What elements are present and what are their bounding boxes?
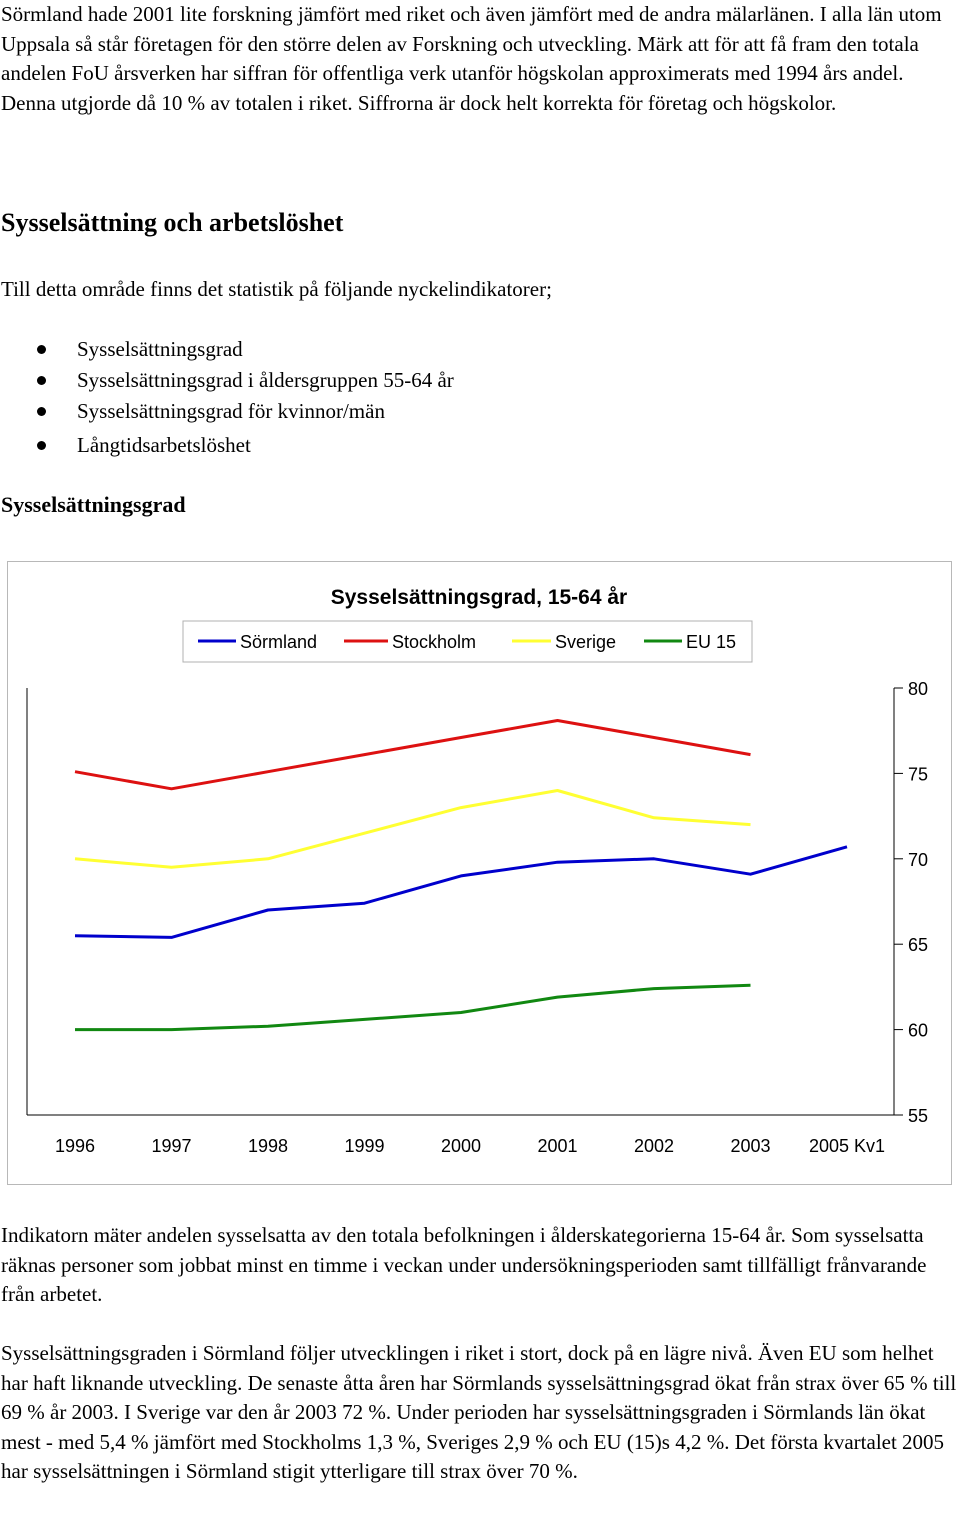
y-tick-label: 55 bbox=[908, 1106, 928, 1126]
x-tick-label: 2003 bbox=[730, 1136, 770, 1156]
closing-paragraph-2: Sysselsättningsgraden i Sörmland följer … bbox=[1, 1341, 957, 1483]
legend-label: Sverige bbox=[555, 632, 616, 652]
series-line-stockholm bbox=[74, 719, 751, 791]
indicator-item: Sysselsättningsgrad bbox=[0, 334, 900, 365]
y-tick-label: 70 bbox=[908, 850, 928, 870]
bullet-icon bbox=[37, 376, 46, 385]
y-tick-label: 75 bbox=[908, 764, 928, 784]
subheading: Sysselsättningsgrad bbox=[1, 492, 186, 517]
legend-label: EU 15 bbox=[686, 632, 736, 652]
x-tick-label: 1999 bbox=[344, 1136, 384, 1156]
indicator-item: Sysselsättningsgrad i åldersgruppen 55-6… bbox=[0, 365, 900, 396]
series-line-eu-15 bbox=[75, 983, 751, 1032]
closing-paragraph-1: Indikatorn mäter andelen sysselsatta av … bbox=[1, 1223, 927, 1306]
bullet-icon bbox=[37, 345, 46, 354]
chart-title: Sysselsättningsgrad, 15-64 år bbox=[331, 586, 627, 609]
indicator-label: Sysselsättningsgrad för kvinnor/män bbox=[77, 399, 385, 423]
section-intro: Till detta område finns det statistik på… bbox=[1, 277, 552, 301]
intro-paragraph: Sörmland hade 2001 lite forskning jämför… bbox=[1, 2, 942, 115]
indicator-list: Sysselsättningsgrad Sysselsättningsgrad … bbox=[0, 334, 900, 463]
legend-label: Stockholm bbox=[392, 632, 476, 652]
bullet-icon bbox=[37, 407, 46, 416]
y-tick-label: 65 bbox=[908, 935, 928, 955]
indicator-label: Långtidsarbetslöshet bbox=[77, 433, 251, 457]
series-line-sverige bbox=[74, 789, 751, 869]
indicator-item: Sysselsättningsgrad för kvinnor/män bbox=[0, 396, 900, 427]
series-line-s-rmland bbox=[74, 845, 848, 939]
x-tick-label: 1996 bbox=[55, 1136, 95, 1156]
line-chart: Sysselsättningsgrad, 15-64 år Sörmland Sto… bbox=[26, 586, 928, 1156]
section-heading: Sysselsättning och arbetslöshet bbox=[1, 208, 344, 237]
bullet-icon bbox=[37, 441, 46, 450]
x-tick-label: 1998 bbox=[248, 1136, 288, 1156]
y-tick-label: 60 bbox=[908, 1021, 928, 1041]
chart-container: Sysselsättningsgrad, 15-64 år Sörmland Sto… bbox=[7, 561, 952, 1185]
legend-label: Sörmland bbox=[240, 632, 317, 652]
x-tick-label: 2000 bbox=[441, 1136, 481, 1156]
y-tick-label: 80 bbox=[908, 679, 928, 699]
x-tick-label: 2001 bbox=[537, 1136, 577, 1156]
x-tick-label: 2002 bbox=[634, 1136, 674, 1156]
indicator-item: Långtidsarbetslöshet bbox=[0, 427, 900, 463]
indicator-label: Sysselsättningsgrad bbox=[77, 337, 243, 361]
x-tick-label: 2005 Kv1 bbox=[809, 1136, 885, 1156]
indicator-label: Sysselsättningsgrad i åldersgruppen 55-6… bbox=[77, 368, 454, 392]
x-tick-label: 1997 bbox=[151, 1136, 191, 1156]
